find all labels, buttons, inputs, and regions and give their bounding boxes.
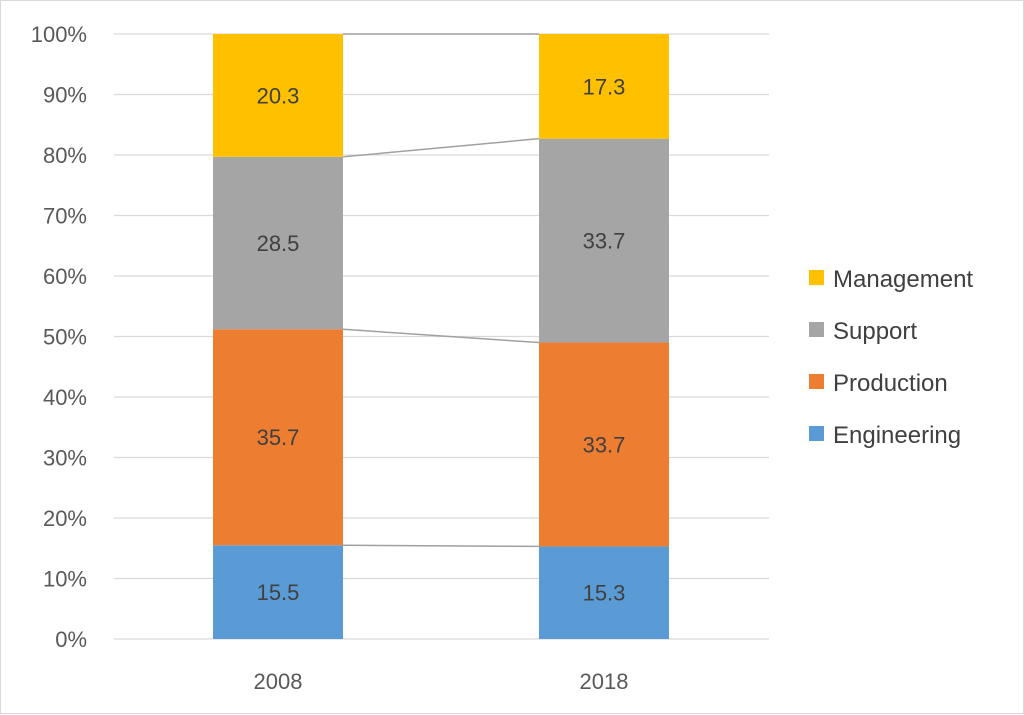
data-label-management-2008: 20.3 (257, 83, 300, 108)
data-label-management-2018: 17.3 (583, 74, 626, 99)
y-tick-label: 80% (43, 143, 87, 168)
legend-swatch-engineering (809, 426, 824, 441)
y-tick-label: 60% (43, 264, 87, 289)
y-tick-label: 30% (43, 446, 87, 471)
data-label-engineering-2018: 15.3 (583, 581, 626, 606)
data-label-support-2008: 28.5 (257, 231, 300, 256)
y-tick-label: 90% (43, 83, 87, 108)
legend-label-production: Production (833, 370, 948, 397)
bar-support-2018 (539, 138, 669, 343)
bar-management-2008 (213, 34, 343, 157)
data-label-production-2008: 35.7 (257, 425, 300, 450)
series-line-production (342, 328, 540, 344)
legend-label-engineering: Engineering (833, 422, 961, 449)
x-axis: 2008 2018 (254, 669, 629, 694)
legend-swatch-management (809, 270, 824, 285)
bar-support-2008 (213, 156, 343, 330)
y-tick-label: 50% (43, 325, 87, 350)
y-axis: 0% 10% 20% 30% 40% 50% 60% 70% 80% 90% 100% (31, 22, 87, 652)
y-tick-label: 0% (55, 627, 87, 652)
y-tick-label: 20% (43, 506, 87, 531)
bar-management-2018 (539, 34, 669, 139)
series-line-support (342, 137, 540, 158)
y-tick-label: 40% (43, 385, 87, 410)
x-tick-label: 2018 (580, 669, 629, 694)
bar-production-2018 (539, 342, 669, 547)
legend-swatch-support (809, 322, 824, 337)
bar-engineering-2018 (539, 546, 669, 639)
y-tick-label: 70% (43, 204, 87, 229)
series-line-engineering (342, 544, 540, 548)
x-tick-label: 2008 (254, 669, 303, 694)
data-label-production-2018: 33.7 (583, 432, 626, 457)
y-tick-label: 100% (31, 22, 87, 47)
legend: Management Support Production Engineering (809, 266, 973, 449)
series-lines (342, 33, 540, 548)
bar-production-2008 (213, 329, 343, 546)
data-labels: 15.5 15.3 35.7 33.7 28.5 33.7 20.3 17.3 (257, 74, 626, 605)
legend-label-support: Support (833, 318, 917, 345)
data-label-support-2018: 33.7 (583, 229, 626, 254)
y-tick-label: 10% (43, 567, 87, 592)
legend-swatch-production (809, 374, 824, 389)
bar-engineering-2008 (213, 545, 343, 639)
legend-label-management: Management (833, 266, 973, 293)
data-label-engineering-2008: 15.5 (257, 580, 300, 605)
bars (213, 34, 669, 639)
